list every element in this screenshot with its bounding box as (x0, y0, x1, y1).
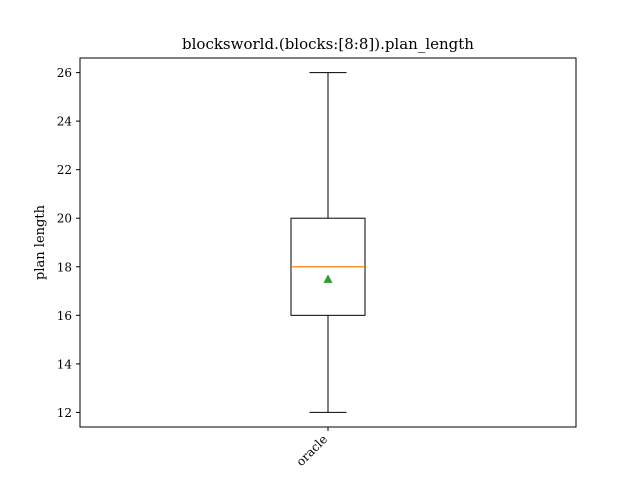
y-tick-label: 14 (57, 357, 73, 371)
y-tick-label: 16 (57, 309, 72, 323)
y-tick-label: 12 (57, 406, 72, 420)
chart-title: blocksworld.(blocks:[8:8]).plan_length (182, 35, 474, 53)
y-axis-label: plan length (33, 204, 48, 280)
y-tick-label: 22 (57, 163, 72, 177)
y-tick-label: 24 (57, 115, 73, 129)
chart-marks (290, 72, 366, 413)
y-tick-label: 18 (57, 260, 72, 274)
y-axis: 12 14 16 18 20 22 24 26 (57, 66, 80, 420)
mean-marker (323, 274, 333, 283)
y-tick-label: 20 (57, 212, 72, 226)
box-oracle (290, 72, 366, 413)
y-tick-label: 26 (57, 66, 72, 80)
